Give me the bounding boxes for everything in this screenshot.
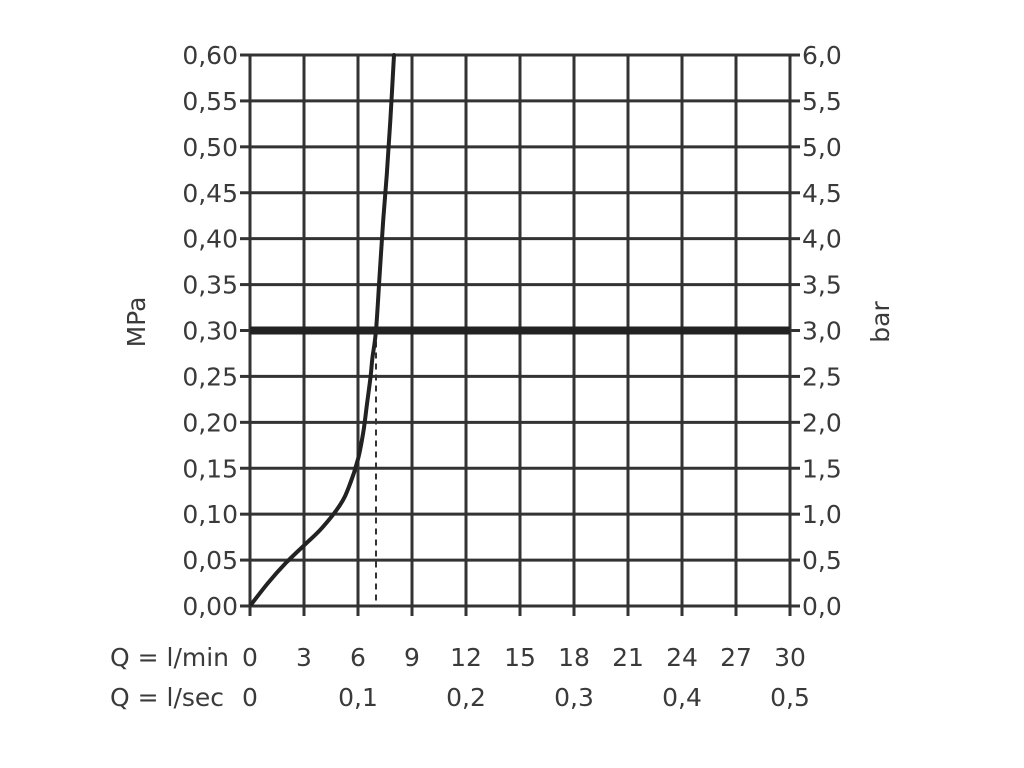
x-secondary-tick-label-4: 0,4 [662,683,702,712]
x-axes: 0 3 6 9 12 15 18 21 24 27 30 0 0,1 0,2 0,3 0,4 0,5 [242,606,810,712]
y-left-tick-label-2: 0,10 [182,500,238,529]
y-left-tick-label-1: 0,05 [182,546,238,575]
x-primary-tick-label-10: 30 [774,643,806,672]
x-primary-tick-label-4: 12 [450,643,482,672]
y-right-tick-label-8: 4,0 [802,225,842,254]
y-left-tick-label-6: 0,30 [182,317,238,346]
x-axis-secondary-title: Q = l/sec [110,683,224,712]
y-left-tick-label-4: 0,20 [182,408,238,437]
y-left-tick-label-5: 0,25 [182,362,238,391]
y-right-tick-label-0: 0,0 [802,592,842,621]
x-secondary-tick-label-3: 0,3 [554,683,594,712]
series [248,53,396,608]
x-secondary-tick-label-0: 0 [242,683,258,712]
x-axis-primary-title: Q = l/min [110,643,229,672]
y-left-tick-label-7: 0,35 [182,271,238,300]
y-left-tick-label-9: 0,45 [182,179,238,208]
y-right-tick-label-2: 1,0 [802,500,842,529]
y-left-tick-label-11: 0,55 [182,87,238,116]
y-axis-left: 0,00 0,05 0,10 0,15 0,20 0,25 0,30 0,35 0,40 0,45… [182,41,250,621]
y-axis-left-title: MPa [122,297,151,348]
y-left-tick-label-3: 0,15 [182,454,238,483]
y-left-tick-label-0: 0,00 [182,592,238,621]
y-right-tick-label-11: 5,5 [802,87,842,116]
y-axis-right-title: bar [866,301,895,343]
x-primary-tick-label-7: 21 [612,643,644,672]
x-primary-tick-label-5: 15 [504,643,536,672]
y-right-tick-label-10: 5,0 [802,133,842,162]
y-right-tick-label-5: 2,5 [802,362,842,391]
x-secondary-tick-label-5: 0,5 [770,683,810,712]
y-right-tick-label-12: 6,0 [802,41,842,70]
x-primary-tick-label-0: 0 [242,643,258,672]
y-right-tick-label-1: 0,5 [802,546,842,575]
y-left-tick-label-8: 0,40 [182,225,238,254]
y-left-tick-label-12: 0,60 [182,41,238,70]
x-primary-tick-label-3: 9 [404,643,420,672]
x-secondary-tick-label-2: 0,2 [446,683,486,712]
y-right-tick-label-9: 4,5 [802,179,842,208]
x-primary-tick-label-8: 24 [666,643,698,672]
reference-lines [250,326,790,606]
y-left-tick-label-10: 0,50 [182,133,238,162]
y-right-tick-label-3: 1,5 [802,454,842,483]
y-axis-right: 0,0 0,5 1,0 1,5 2,0 2,5 3,0 3,5 4,0 4,5 5,0 5,5 6,0 [790,41,842,621]
series-line-0 [248,53,396,608]
x-primary-tick-label-2: 6 [350,643,366,672]
x-primary-tick-label-1: 3 [296,643,312,672]
y-right-tick-label-4: 2,0 [802,408,842,437]
x-secondary-tick-label-1: 0,1 [338,683,378,712]
y-right-tick-label-6: 3,0 [802,317,842,346]
x-primary-tick-label-9: 27 [720,643,752,672]
x-primary-tick-label-6: 18 [558,643,590,672]
y-right-tick-label-7: 3,5 [802,271,842,300]
